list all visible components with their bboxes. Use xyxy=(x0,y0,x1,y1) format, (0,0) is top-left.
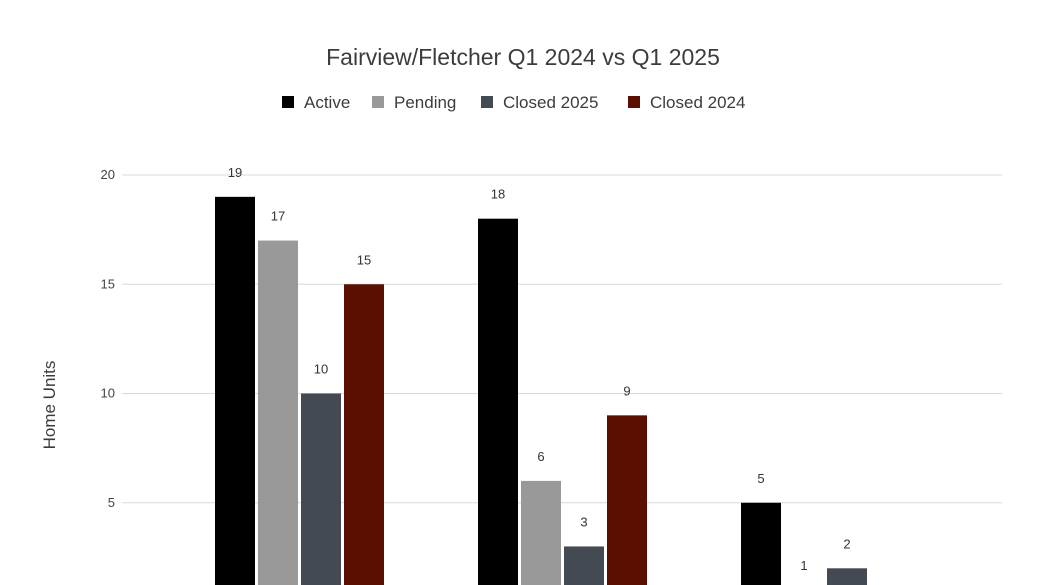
data-label: 10 xyxy=(314,362,328,377)
bar xyxy=(478,218,518,585)
y-tick-label: 5 xyxy=(108,495,115,510)
legend-swatch xyxy=(282,96,294,108)
bar xyxy=(741,502,781,585)
y-axis-label: Home Units xyxy=(40,361,59,450)
data-label: 15 xyxy=(357,252,371,267)
bar xyxy=(607,415,647,585)
bar xyxy=(258,240,298,585)
y-tick-label: 15 xyxy=(101,276,115,291)
legend-label: Closed 2025 xyxy=(503,93,598,112)
legend-swatch xyxy=(481,96,493,108)
data-label: 18 xyxy=(491,187,505,202)
legend-label: Closed 2024 xyxy=(650,93,745,112)
y-tick-label: 20 xyxy=(101,167,115,182)
bar xyxy=(827,568,867,585)
data-label: 6 xyxy=(537,449,544,464)
data-label: 17 xyxy=(271,209,285,224)
bar xyxy=(344,284,384,585)
data-label: 2 xyxy=(843,536,850,551)
bar xyxy=(215,196,255,585)
data-label: 19 xyxy=(228,165,242,180)
legend-label: Active xyxy=(304,93,350,112)
legend-swatch xyxy=(372,96,384,108)
chart-title: Fairview/Fletcher Q1 2024 vs Q1 2025 xyxy=(326,44,720,70)
data-labels: 19 17 10 15 18 6 3 9 5 1 2 xyxy=(228,165,851,573)
bars xyxy=(215,196,867,585)
y-tick-label: 10 xyxy=(101,386,115,401)
data-label: 1 xyxy=(800,558,807,573)
bar xyxy=(564,546,604,585)
data-label: 9 xyxy=(623,383,630,398)
legend: Active Pending Closed 2025 Closed 2024 xyxy=(282,93,745,112)
data-label: 5 xyxy=(757,471,764,486)
legend-swatch xyxy=(628,96,640,108)
bar xyxy=(301,393,341,585)
bar xyxy=(521,480,561,585)
data-label: 3 xyxy=(580,514,587,529)
legend-label: Pending xyxy=(394,93,456,112)
